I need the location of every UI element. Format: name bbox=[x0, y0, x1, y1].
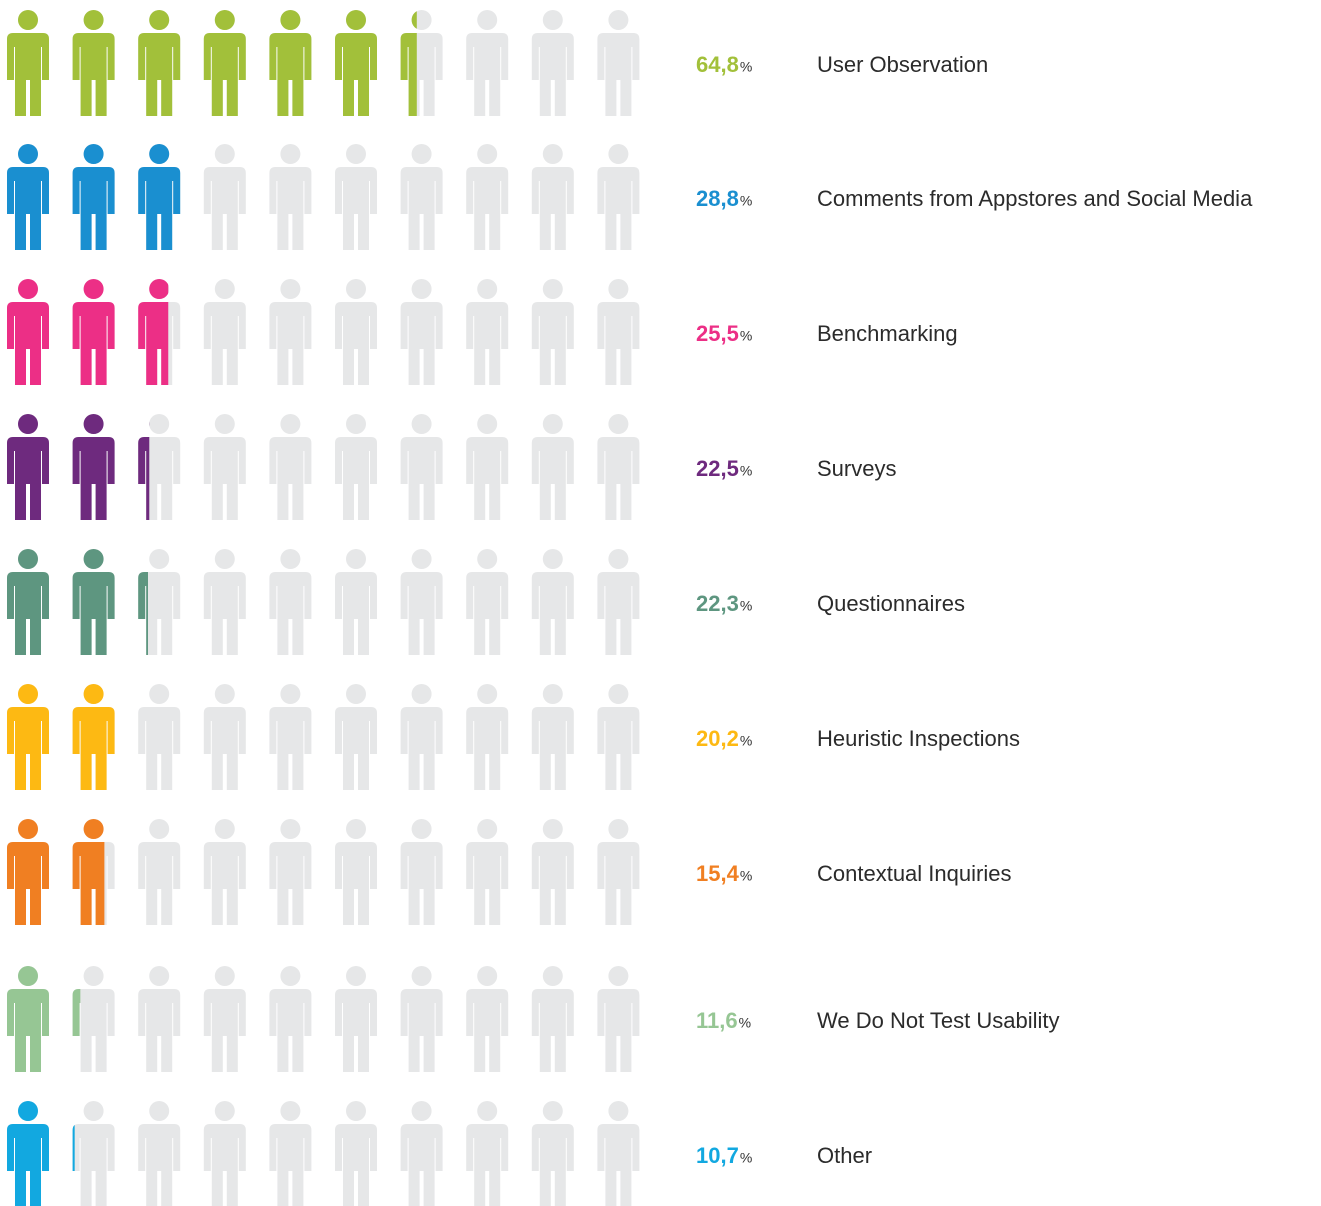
category-label: Contextual Inquiries bbox=[817, 861, 1011, 886]
empty-icons bbox=[7, 965, 640, 1072]
unit-label: % bbox=[740, 59, 752, 75]
filled-icons bbox=[7, 279, 169, 385]
category-label: Other bbox=[817, 1143, 872, 1168]
filled-icons bbox=[7, 549, 149, 655]
unit-label: % bbox=[740, 868, 752, 884]
empty-icons bbox=[7, 413, 640, 520]
unit-label: % bbox=[740, 193, 752, 209]
filled-icons bbox=[7, 144, 181, 250]
unit-label: % bbox=[740, 598, 752, 614]
unit-label: % bbox=[740, 1150, 752, 1166]
category-label: User Observation bbox=[817, 52, 988, 77]
category-label: We Do Not Test Usability bbox=[817, 1008, 1060, 1033]
filled-icons bbox=[7, 819, 105, 925]
category-label: Questionnaires bbox=[817, 591, 965, 616]
value-label: 28,8 bbox=[696, 186, 739, 211]
filled-icons bbox=[7, 684, 115, 790]
value-label: 11,6 bbox=[696, 1008, 738, 1033]
category-label: Surveys bbox=[817, 456, 896, 481]
category-label: Heuristic Inspections bbox=[817, 726, 1020, 751]
unit-label: % bbox=[740, 328, 752, 344]
value-label: 10,7 bbox=[696, 1143, 739, 1168]
unit-label: % bbox=[740, 733, 752, 749]
filled-icons bbox=[7, 1101, 75, 1206]
value-label: 22,3 bbox=[696, 591, 739, 616]
filled-icons bbox=[7, 414, 150, 520]
unit-label: % bbox=[739, 1015, 751, 1031]
category-label: Comments from Appstores and Social Media bbox=[817, 186, 1253, 211]
filled-icons bbox=[7, 10, 417, 116]
empty-icons bbox=[7, 683, 640, 790]
value-label: 15,4 bbox=[696, 861, 740, 886]
unit-label: % bbox=[740, 463, 752, 479]
empty-icons bbox=[7, 548, 640, 655]
value-label: 22,5 bbox=[696, 456, 739, 481]
empty-icons bbox=[7, 818, 640, 925]
value-label: 64,8 bbox=[696, 52, 739, 77]
empty-icons bbox=[7, 1101, 640, 1206]
filled-icons bbox=[7, 966, 81, 1072]
value-label: 25,5 bbox=[696, 321, 739, 346]
category-label: Benchmarking bbox=[817, 321, 958, 346]
value-label: 20,2 bbox=[696, 726, 739, 751]
